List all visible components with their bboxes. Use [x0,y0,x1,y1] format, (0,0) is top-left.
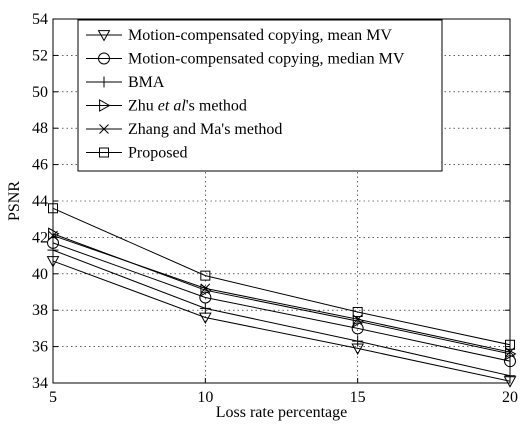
x-tick-label: 5 [49,389,57,406]
legend-entry-label: Proposed [128,145,188,162]
x-tick-label: 15 [350,389,366,406]
legend-entry-label-part: Zhu [128,98,158,115]
series-point-1 [351,322,364,335]
y-tick-label: 36 [32,339,48,356]
series-point-5 [352,307,363,318]
legend-entry-label: BMA [128,74,165,91]
series-line-1 [52,242,511,362]
series-point-2 [199,302,211,314]
legend-entry-label: Zhu et al's method [128,98,247,115]
x-tick-label: 10 [197,389,213,406]
y-tick-label: 40 [32,266,48,283]
legend-entry-label: Zhang and Ma's method [128,121,282,138]
series-lines [52,207,511,382]
series-markers [46,203,517,388]
series-line-2 [52,249,511,377]
y-tick-label: 54 [32,11,48,28]
y-tick-label: 42 [32,229,48,246]
axis-ticks [52,18,511,384]
legend-entry-label: Motion-compensated copying, mean MV [128,27,392,44]
legend: Motion-compensated copying, mean MV Motio… [77,19,443,172]
y-tick-label: 52 [32,47,48,64]
y-tick-label: 46 [32,157,48,174]
legend-marker [99,124,109,134]
x-axis-label: Loss rate percentage [216,404,347,421]
legend-box [77,19,443,172]
series-point-2 [352,335,364,347]
y-tick-label: 38 [32,302,48,319]
y-tick-label: 50 [32,84,48,101]
y-tick-label: 48 [32,120,48,137]
legend-entry-label: Motion-compensated copying, median MV [128,51,405,68]
series-line-0 [52,260,511,382]
legend-marker [99,147,109,158]
y-axis-label: PSNR [6,181,23,221]
legend-marker [97,30,111,42]
x-tick-label: 20 [502,389,518,406]
series-line-4 [52,235,511,353]
series-line-5 [52,207,511,346]
legend-marker [98,76,110,88]
series-point-5 [200,270,211,281]
y-tick-label: 44 [32,193,48,210]
y-tick-label: 34 [32,375,48,392]
legend-marker [98,52,110,65]
axis-tick-labels: 5 10 15 20 34 36 38 40 42 44 46 48 50 52 54 [32,11,518,406]
series-point-4 [200,283,211,294]
legend-marker [99,99,111,112]
legend-entry-label-part: 's method [186,98,247,115]
legend-entry-label-part: et al [158,98,187,115]
